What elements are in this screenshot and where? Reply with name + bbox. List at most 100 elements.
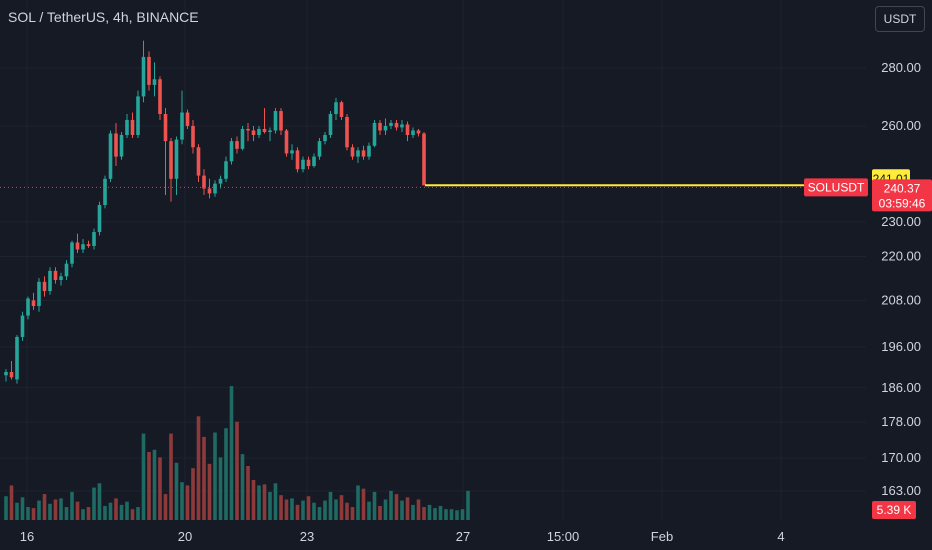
candle-body	[279, 111, 283, 131]
candle-body	[262, 128, 267, 132]
candle-body	[378, 122, 382, 131]
candle-body	[152, 79, 157, 85]
time-axis[interactable]: 16 20 23 27 15:00 Feb 4	[20, 529, 785, 544]
volume-bar	[108, 502, 113, 520]
candle-body	[130, 119, 135, 136]
candle-body	[86, 244, 91, 246]
volume-bar	[433, 508, 437, 520]
volume-bars	[4, 386, 470, 520]
time-tick-label: 15:00	[547, 529, 580, 544]
volume-bar	[75, 501, 80, 520]
candle-body	[20, 315, 25, 337]
volume-bar	[20, 497, 25, 520]
candle-body	[246, 128, 250, 131]
volume-bar	[53, 499, 58, 520]
volume-bar	[400, 500, 404, 520]
candle-body	[235, 141, 239, 149]
price-tick-label: 230.00	[881, 214, 921, 229]
volume-bar	[339, 495, 344, 520]
price-tick-label: 170.00	[881, 450, 921, 465]
price-axis[interactable]: 280.00 260.00 230.00 220.00 208.00 196.00 186.…	[881, 60, 921, 498]
volume-bar	[257, 485, 261, 520]
candle-body	[295, 150, 300, 170]
candle-body	[174, 139, 179, 179]
volume-bar	[466, 490, 470, 520]
volume-bar	[350, 507, 355, 520]
time-tick-label: 4	[777, 529, 784, 544]
chart-title: SOL / TetherUS, 4h, BINANCE	[8, 9, 199, 25]
candle-body	[334, 102, 338, 115]
candle-body	[136, 96, 140, 136]
time-tick-label: 27	[456, 529, 470, 544]
price-tick-label: 260.00	[881, 118, 921, 133]
candle-body	[48, 270, 52, 292]
volume-bar	[251, 480, 256, 520]
candle-body	[103, 178, 107, 205]
volume-bar	[213, 432, 217, 520]
candle-body	[169, 141, 173, 179]
currency-button[interactable]: USDT	[875, 6, 925, 32]
volume-bar	[405, 497, 410, 520]
volume-bar	[4, 496, 8, 520]
candle-body	[251, 130, 256, 136]
price-tick-label: 220.00	[881, 249, 921, 264]
volume-bar	[147, 451, 151, 520]
time-tick-label: Feb	[651, 529, 673, 544]
volume-bar	[59, 498, 63, 520]
volume-bar	[444, 509, 448, 520]
volume-bar	[427, 504, 432, 520]
volume-bar	[64, 507, 69, 520]
candle-body	[405, 124, 410, 136]
time-tick-label: 16	[20, 529, 34, 544]
volume-bar	[207, 463, 212, 520]
volume-bar	[394, 494, 399, 520]
volume-bar	[449, 509, 454, 520]
candle-body	[81, 244, 85, 250]
candle-body	[422, 133, 426, 186]
candle-body	[59, 276, 63, 280]
price-tick-label: 208.00	[881, 292, 921, 307]
candle-body	[64, 263, 69, 277]
candle-body	[229, 141, 234, 162]
volume-bar	[438, 505, 443, 520]
volume-bar	[130, 509, 135, 520]
candle-body	[9, 371, 14, 378]
candle-body	[196, 147, 201, 176]
candle-body	[339, 102, 344, 117]
candle-body	[185, 112, 190, 126]
volume-bar	[383, 499, 388, 520]
candle-body	[191, 125, 195, 148]
candle-body	[207, 188, 212, 194]
candle-body	[213, 183, 217, 194]
volume-bar	[196, 416, 201, 520]
volume-bar	[81, 509, 85, 520]
volume-bar	[42, 494, 47, 520]
volume-bar	[455, 510, 459, 520]
volume-bar	[334, 499, 338, 520]
volume-bar	[411, 504, 415, 520]
volume-bar	[273, 483, 278, 520]
volume-bar	[125, 501, 129, 520]
volume-bar	[15, 502, 19, 520]
candle-body	[92, 232, 96, 246]
candle-body	[163, 114, 168, 142]
time-tick-label: 20	[178, 529, 192, 544]
candle-body	[240, 128, 245, 149]
volume-bar	[372, 491, 377, 520]
candle-body	[350, 147, 355, 157]
volume-bar	[246, 466, 250, 520]
volume-bar	[284, 499, 289, 520]
volume-bar	[48, 503, 52, 520]
candle-body	[125, 119, 129, 136]
price-tick-label: 163.00	[881, 483, 921, 498]
candle-body	[301, 159, 305, 170]
candle-body	[290, 150, 294, 154]
volume-bar	[163, 494, 168, 520]
candle-body	[4, 371, 8, 376]
volume-bar	[279, 495, 283, 520]
candle-body	[218, 178, 223, 184]
volume-bar	[460, 509, 465, 520]
candle-body	[323, 135, 327, 142]
volume-bar	[389, 490, 393, 520]
